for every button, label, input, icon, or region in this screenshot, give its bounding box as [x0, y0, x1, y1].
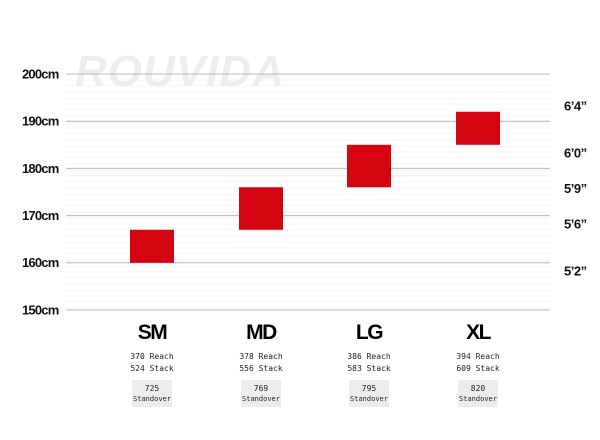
right-tick-label: 5’6” — [564, 216, 587, 231]
y-tick-label: 180cm — [22, 161, 59, 176]
standover-box — [132, 380, 172, 407]
standover-label: Standover — [459, 395, 497, 403]
stack-value: 524 Stack — [130, 364, 174, 373]
y-axis-right: 6’4” 6’0” 5’9” 5’6” 5’2” — [564, 98, 587, 278]
size-bar-lg — [347, 144, 391, 188]
y-tick-label: 150cm — [22, 302, 59, 317]
stack-value: 609 Stack — [456, 364, 500, 373]
reach-value: 378 Reach — [239, 352, 283, 361]
size-bar-sm — [130, 229, 174, 263]
reach-value: 386 Reach — [347, 352, 391, 361]
y-tick-label: 190cm — [22, 114, 59, 129]
y-tick-label: 160cm — [22, 255, 59, 270]
reach-value: 370 Reach — [130, 352, 174, 361]
stack-value: 583 Stack — [347, 364, 391, 373]
size-column-sm: SM 370 Reach 524 Stack 725 Standover — [130, 321, 174, 407]
standover-box — [349, 380, 389, 407]
standover-label: Standover — [350, 395, 388, 403]
size-column-xl: XL 394 Reach 609 Stack 820 Standover — [456, 321, 500, 407]
size-columns: SM 370 Reach 524 Stack 725 Standover MD 378 Re… — [130, 321, 500, 407]
standover-value: 725 — [145, 384, 160, 393]
size-label: LG — [356, 321, 383, 344]
y-axis-left: 150cm 160cm 170cm 180cm 190cm 200cm — [22, 66, 60, 317]
size-bar-xl — [456, 111, 500, 145]
right-tick-label: 6’4” — [564, 98, 587, 113]
stack-value: 556 Stack — [239, 364, 283, 373]
standover-label: Standover — [242, 395, 280, 403]
standover-value: 795 — [362, 384, 377, 393]
right-tick-label: 5’2” — [564, 264, 587, 279]
standover-value: 769 — [254, 384, 269, 393]
y-tick-label: 170cm — [22, 208, 59, 223]
size-bar-md — [239, 187, 283, 230]
y-tick-label: 200cm — [22, 66, 59, 81]
standover-box — [458, 380, 498, 407]
standover-value: 820 — [471, 384, 486, 393]
right-tick-label: 6’0” — [564, 146, 587, 161]
size-column-lg: LG 386 Reach 583 Stack 795 Standover — [347, 321, 391, 407]
size-label: SM — [138, 321, 168, 344]
size-bars — [130, 111, 500, 263]
right-tick-label: 5’9” — [564, 181, 587, 196]
size-column-md: MD 378 Reach 556 Stack 769 Standover — [239, 321, 283, 407]
reach-value: 394 Reach — [456, 352, 500, 361]
standover-label: Standover — [133, 395, 171, 403]
size-label: XL — [466, 321, 492, 344]
brand-watermark: ROUVIDA — [75, 47, 285, 96]
standover-box — [241, 380, 281, 407]
size-label: MD — [246, 321, 277, 344]
